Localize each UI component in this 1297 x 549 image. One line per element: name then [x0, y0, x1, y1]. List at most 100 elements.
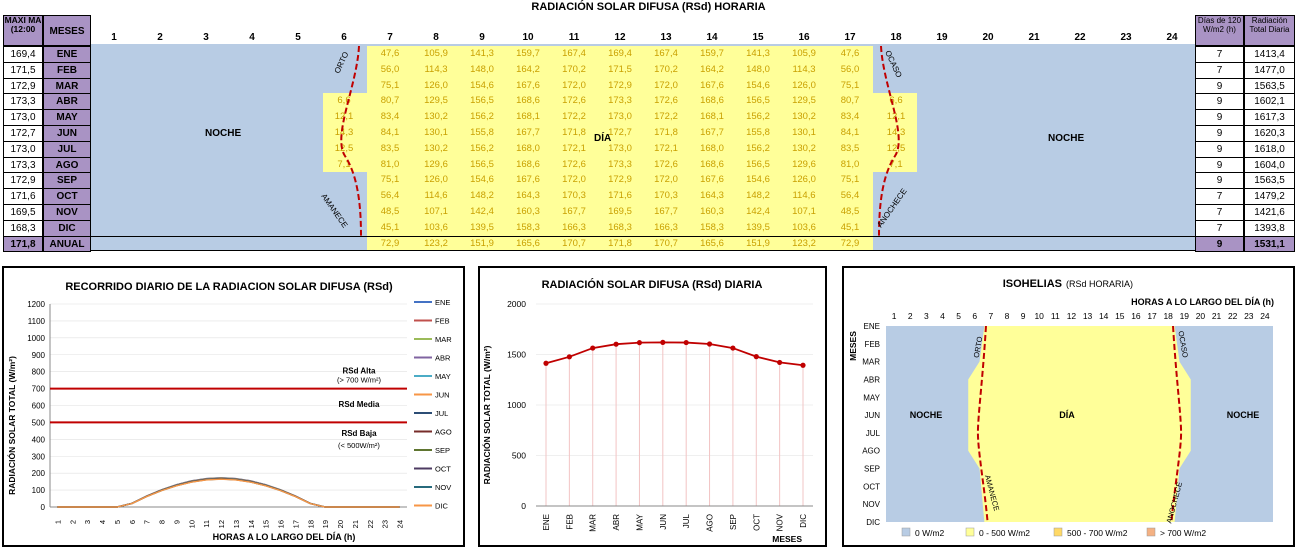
- hour-value: 75,1: [840, 174, 860, 186]
- hour-header: 20: [982, 32, 994, 43]
- y-tick-label: JUN: [864, 411, 880, 420]
- series-line: [57, 477, 400, 508]
- x-tick-label: 7: [143, 520, 152, 524]
- x-tick-label: 9: [172, 520, 181, 524]
- x-tick-label: JUL: [682, 513, 691, 528]
- hour-value: 56,4: [840, 190, 860, 202]
- y-axis-title: MESES: [848, 331, 858, 361]
- hour-value: 83,4: [380, 111, 400, 123]
- month-name: ANUAL: [43, 235, 91, 253]
- hour-value: 172,6: [562, 95, 586, 107]
- hour-value: 123,2: [792, 237, 816, 249]
- data-point: [566, 354, 572, 360]
- hour-value: 166,3: [654, 221, 678, 233]
- hour-value: 126,0: [424, 79, 448, 91]
- x-tick-label: NOV: [776, 513, 785, 531]
- y-tick-label: SEP: [864, 465, 880, 474]
- data-point: [636, 340, 643, 346]
- hour-value: 172,6: [562, 158, 586, 170]
- legend-label: JUL: [435, 409, 448, 418]
- day-area: [367, 46, 873, 251]
- hour-value: 81,0: [380, 158, 400, 170]
- hour-value: 172,0: [654, 174, 678, 186]
- x-tick-label: SEP: [729, 514, 738, 530]
- total-header: Radiación Total Diaria: [1244, 15, 1295, 46]
- hour-header: 15: [752, 32, 764, 43]
- hour-value: 114,6: [424, 190, 448, 202]
- hour-header: 17: [844, 32, 856, 43]
- hour-value: 159,7: [516, 48, 540, 59]
- data-point: [706, 341, 713, 347]
- y-tick-label: 0: [521, 501, 526, 511]
- chart-subtitle: (RSd HORARIA): [1066, 279, 1133, 289]
- hour-value: 105,9: [424, 48, 448, 59]
- hour-value: 171,8: [562, 127, 586, 138]
- hour-value: 107,1: [792, 206, 816, 217]
- hour-value: 160,3: [516, 206, 540, 217]
- hour-value: 142,4: [470, 206, 494, 217]
- hour-value: 156,5: [470, 95, 494, 107]
- series-line: [57, 477, 400, 508]
- night-label-left: NOCHE: [205, 128, 242, 139]
- hour-value: 80,7: [840, 95, 860, 107]
- x-axis-title: MESES: [772, 534, 802, 544]
- y-axis-title: RADIACIÓN SOLAR TOTAL (W/m²): [481, 345, 492, 484]
- hour-value: 172,2: [654, 111, 678, 123]
- amanece-label: AMANECE: [319, 192, 349, 230]
- hour-value: 159,7: [700, 48, 724, 59]
- hour-header: 6: [341, 32, 347, 43]
- hour-value: 142,4: [746, 206, 770, 217]
- y-tick-label: 1000: [27, 334, 45, 343]
- series-line: [545, 341, 804, 367]
- hour-value: 164,3: [700, 190, 724, 202]
- data-point: [730, 345, 736, 351]
- hour-value: 130,2: [424, 142, 448, 154]
- hour-header: 12: [614, 32, 626, 43]
- x-tick-label: 7: [988, 311, 993, 321]
- legend-label: 500 - 700 W/m2: [1067, 528, 1128, 538]
- hour-value: 148,0: [470, 63, 494, 75]
- y-tick-label: ABR: [864, 375, 881, 384]
- hour-value: 141,3: [746, 48, 770, 59]
- hour-header: 7: [387, 32, 393, 43]
- hour-value: 151,9: [746, 237, 770, 249]
- hour-value: 139,5: [746, 221, 770, 233]
- chart-title: ISOHELIAS: [1003, 278, 1062, 290]
- hour-value: 151,9: [470, 237, 494, 249]
- hour-value: 129,6: [424, 158, 448, 170]
- y-tick-label: ENE: [864, 322, 880, 331]
- hour-header: 9: [479, 32, 485, 43]
- legend-swatch: [1053, 527, 1063, 537]
- x-tick-label: 12: [1067, 311, 1077, 321]
- hour-value: 172,6: [654, 95, 678, 107]
- x-tick-label: 10: [187, 520, 196, 528]
- hour-value: 156,5: [746, 158, 770, 170]
- hour-value: 164,2: [700, 63, 724, 75]
- y-tick-label: 900: [32, 351, 46, 360]
- y-tick-label: 300: [32, 452, 46, 461]
- hour-value: 83,5: [840, 142, 860, 154]
- hour-value: 168,6: [700, 95, 724, 107]
- hour-value: 156,2: [746, 111, 770, 123]
- day-label: DÍA: [594, 133, 612, 144]
- sunset-curve: [1170, 325, 1183, 523]
- x-tick-label: 9: [1021, 311, 1026, 321]
- series-line: [57, 478, 400, 508]
- hour-value: 171,5: [608, 63, 632, 75]
- x-tick-label: 21: [1212, 311, 1222, 321]
- y-tick-label: AGO: [862, 447, 880, 456]
- legend-label: ENE: [435, 298, 450, 307]
- hour-value: 148,2: [746, 190, 770, 202]
- hour-value: 47,6: [380, 48, 400, 59]
- hour-value: 154,6: [470, 174, 494, 186]
- y-tick-label: 400: [32, 435, 46, 444]
- hour-value: 103,6: [792, 221, 816, 233]
- isohelias-panel: ISOHELIAS (RSd HORARIA) HORAS A LO LARGO D…: [842, 266, 1295, 547]
- days-header: Días de 120 W/m2 (h): [1195, 15, 1244, 46]
- hour-header: 18: [890, 32, 902, 43]
- x-tick-label: AGO: [706, 514, 715, 532]
- y-tick-label: MAY: [863, 393, 880, 402]
- hour-value: 172,1: [654, 142, 678, 154]
- hour-value: 167,7: [516, 127, 540, 138]
- x-tick-label: 22: [366, 520, 375, 528]
